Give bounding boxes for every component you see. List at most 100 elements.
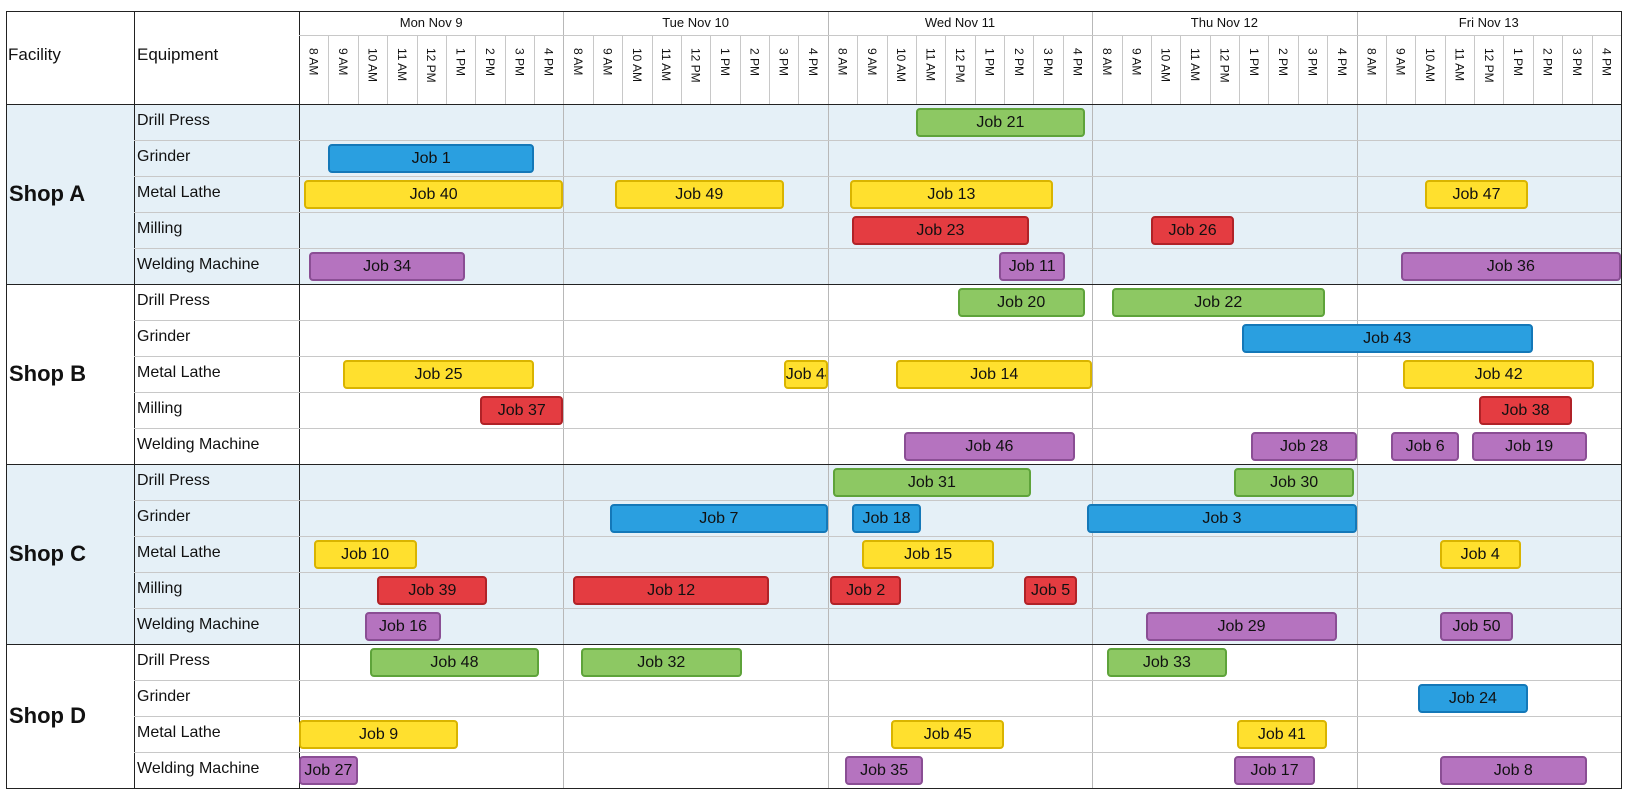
job-bar[interactable]: Job 22 — [1111, 288, 1325, 317]
job-bar[interactable]: Job 37 — [480, 396, 564, 425]
hour-tick-line — [446, 35, 447, 104]
equipment-label: Milling — [137, 580, 183, 597]
job-bar[interactable]: Job 6 — [1390, 432, 1460, 461]
job-bar[interactable]: Job 25 — [343, 360, 535, 389]
hour-tick-label: 12 PM — [953, 48, 967, 83]
day-header-label: Thu Nov 12 — [1190, 15, 1258, 30]
hour-tick-line — [1033, 35, 1034, 104]
job-bar[interactable]: Job 41 — [1236, 720, 1328, 749]
job-bar[interactable]: Job 14 — [896, 360, 1093, 389]
job-bar[interactable]: Job 2 — [830, 576, 902, 605]
job-bar[interactable]: Job 26 — [1150, 216, 1235, 245]
job-bar[interactable]: Job 19 — [1471, 432, 1587, 461]
job-bar[interactable]: Job 27 — [299, 756, 358, 785]
job-bar[interactable]: Job 36 — [1400, 252, 1621, 281]
job-bar[interactable]: Job 31 — [832, 468, 1031, 497]
equipment-label: Drill Press — [137, 292, 210, 309]
job-bar[interactable]: Job 7 — [609, 504, 828, 533]
job-bar[interactable]: Job 16 — [365, 612, 441, 641]
job-bar[interactable]: Job 20 — [957, 288, 1085, 317]
job-bar[interactable]: Job 18 — [852, 504, 921, 533]
job-bar[interactable]: Job 1 — [328, 144, 535, 173]
job-bar[interactable]: Job 8 — [1439, 756, 1587, 785]
facility-column-border — [134, 11, 135, 789]
row-divider-line — [134, 500, 1621, 501]
day-separator-line — [563, 11, 564, 789]
equipment-label: Metal Lathe — [137, 724, 221, 741]
job-bar[interactable]: Job 30 — [1234, 468, 1355, 497]
equipment-label: Welding Machine — [137, 616, 260, 633]
facility-column-header: Facility — [8, 45, 61, 64]
job-bar[interactable]: Job 43 — [1241, 324, 1533, 353]
hour-tick-line — [975, 35, 976, 104]
day-header-label: Tue Nov 10 — [662, 15, 729, 30]
equipment-label: Metal Lathe — [137, 364, 221, 381]
facility-group-border — [6, 284, 1621, 285]
job-bar[interactable]: Job 40 — [303, 180, 564, 209]
day-header-label: Fri Nov 13 — [1458, 15, 1519, 30]
equipment-label: Grinder — [137, 508, 191, 525]
job-bar[interactable]: Job 13 — [849, 180, 1054, 209]
hour-tick-line — [1592, 35, 1593, 104]
hour-tick-line — [1327, 35, 1328, 104]
job-bar[interactable]: Job 44 — [783, 360, 828, 389]
hour-tick-label: 11 AM — [923, 48, 938, 82]
job-bar[interactable]: Job 17 — [1234, 756, 1315, 785]
job-bar[interactable]: Job 21 — [915, 108, 1085, 137]
job-bar[interactable]: Job 5 — [1023, 576, 1078, 605]
hour-tick-line — [387, 35, 388, 104]
hour-tick-line — [1180, 35, 1181, 104]
job-bar[interactable]: Job 46 — [903, 432, 1076, 461]
hour-tick-line — [534, 35, 535, 104]
job-bar[interactable]: Job 47 — [1425, 180, 1528, 209]
job-bar[interactable]: Job 33 — [1106, 648, 1227, 677]
equipment-label: Metal Lathe — [137, 544, 221, 561]
hour-tick-label: 4 PM — [1070, 48, 1085, 77]
row-divider-line — [134, 428, 1621, 429]
job-bar[interactable]: Job 4 — [1439, 540, 1521, 569]
hour-tick-label: 4 PM — [806, 48, 821, 77]
row-divider-line — [134, 716, 1621, 717]
job-bar[interactable]: Job 10 — [313, 540, 417, 569]
hour-tick-line — [1151, 35, 1152, 104]
job-bar[interactable]: Job 11 — [999, 252, 1066, 281]
hour-tick-label: 9 AM — [600, 48, 615, 76]
hour-tick-line — [1503, 35, 1504, 104]
job-bar[interactable]: Job 34 — [308, 252, 466, 281]
hour-tick-label: 1 PM — [717, 48, 732, 77]
job-bar[interactable]: Job 39 — [377, 576, 488, 605]
hour-tick-line — [1122, 35, 1123, 104]
day-separator-line — [1357, 11, 1358, 789]
job-bar[interactable]: Job 9 — [299, 720, 459, 749]
row-divider-line — [134, 680, 1621, 681]
job-bar[interactable]: Job 15 — [862, 540, 995, 569]
job-bar[interactable]: Job 45 — [891, 720, 1005, 749]
job-bar[interactable]: Job 28 — [1251, 432, 1357, 461]
job-bar[interactable]: Job 12 — [573, 576, 770, 605]
job-bar[interactable]: Job 23 — [852, 216, 1029, 245]
right-border — [1621, 11, 1622, 789]
day-header-label: Wed Nov 11 — [924, 15, 996, 30]
facility-label: Shop B — [9, 361, 86, 386]
job-bar[interactable]: Job 42 — [1403, 360, 1595, 389]
job-bar[interactable]: Job 38 — [1479, 396, 1573, 425]
job-bar[interactable]: Job 35 — [844, 756, 924, 785]
hour-tick-label: 8 AM — [571, 48, 586, 76]
equipment-label: Grinder — [137, 688, 191, 705]
hour-tick-label: 9 AM — [1393, 48, 1408, 76]
job-bar[interactable]: Job 49 — [614, 180, 784, 209]
equipment-label: Welding Machine — [137, 256, 260, 273]
row-divider-line — [134, 608, 1621, 609]
day-separator-line — [1092, 11, 1093, 789]
job-bar[interactable]: Job 29 — [1146, 612, 1337, 641]
job-bar[interactable]: Job 50 — [1439, 612, 1514, 641]
hour-tick-line — [358, 35, 359, 104]
job-bar[interactable]: Job 24 — [1417, 684, 1528, 713]
job-bar[interactable]: Job 3 — [1087, 504, 1357, 533]
job-bar[interactable]: Job 48 — [369, 648, 539, 677]
hour-tick-line — [1445, 35, 1446, 104]
hour-tick-line — [1210, 35, 1211, 104]
hour-tick-label: 10 AM — [1158, 48, 1173, 83]
job-bar[interactable]: Job 32 — [580, 648, 743, 677]
